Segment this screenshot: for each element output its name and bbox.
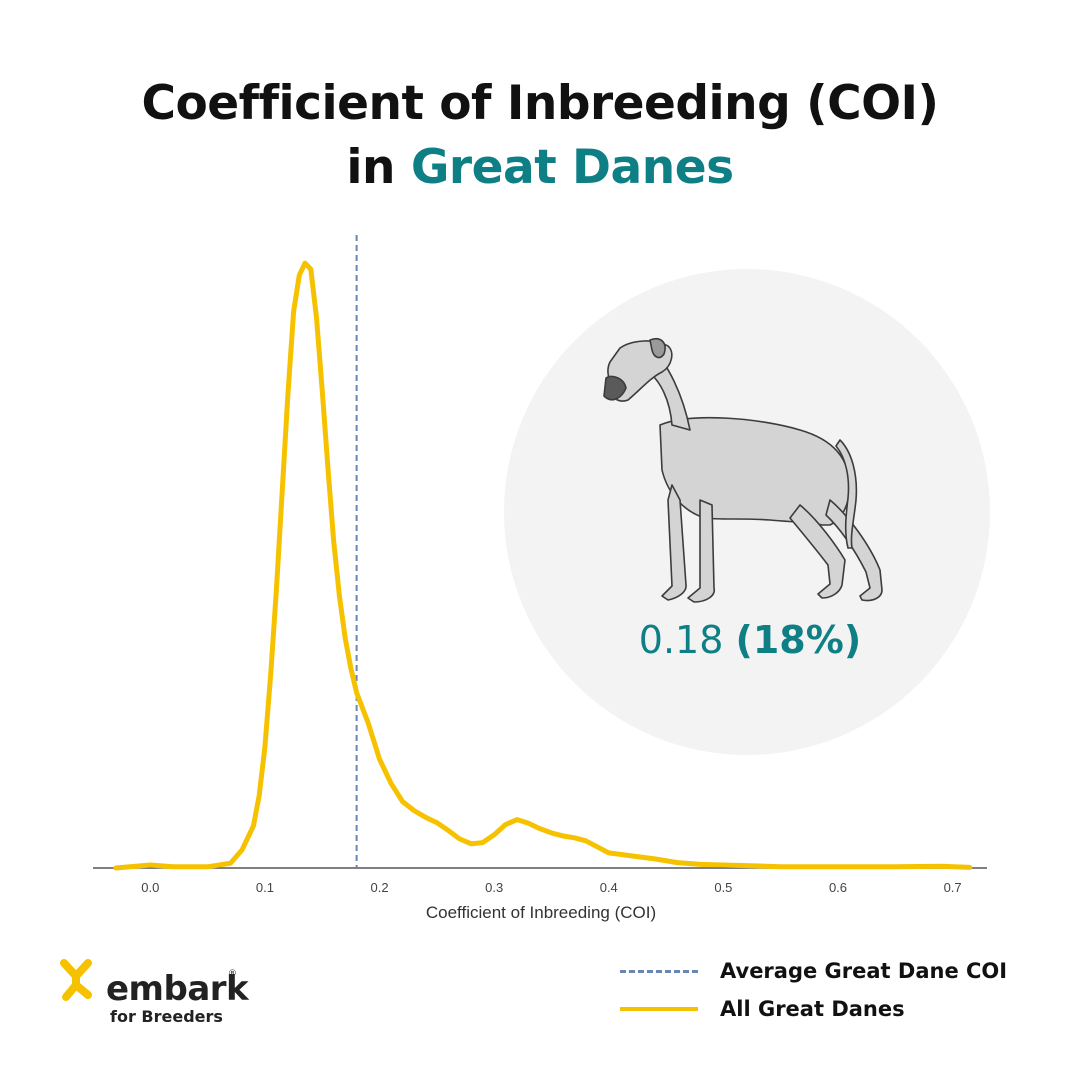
embark-logo: embark ® for Breeders xyxy=(58,955,249,1026)
title-prefix: in xyxy=(346,140,395,195)
coi-chart: 0.0 0.1 0.2 0.3 0.4 0.5 0.6 0.7 Coefficient of … xyxy=(93,235,990,922)
coi-percent: (18%) xyxy=(735,618,862,662)
legend-label-all: All Great Danes xyxy=(720,997,905,1021)
title-line-2: in Great Danes xyxy=(0,136,1080,200)
x-tick-label: 0.1 xyxy=(256,880,274,895)
x-tick-label: 0.2 xyxy=(370,880,388,895)
logo-registered: ® xyxy=(228,969,237,979)
x-tick-label: 0.3 xyxy=(485,880,503,895)
legend-item-average: Average Great Dane COI xyxy=(620,952,1007,990)
legend-item-all: All Great Danes xyxy=(620,990,1007,1028)
x-axis-label: Coefficient of Inbreeding (COI) xyxy=(426,903,656,922)
x-axis-ticks: 0.0 0.1 0.2 0.3 0.4 0.5 0.6 0.7 xyxy=(141,880,961,895)
chart-title: Coefficient of Inbreeding (COI) in Great… xyxy=(0,72,1080,200)
x-tick-label: 0.5 xyxy=(714,880,732,895)
logo-wordmark: embark xyxy=(106,969,249,1009)
legend-swatch-solid xyxy=(620,1007,698,1011)
coi-decimal: 0.18 xyxy=(638,618,724,662)
x-tick-label: 0.0 xyxy=(141,880,159,895)
embark-logo-icon xyxy=(60,959,92,1001)
legend-label-average: Average Great Dane COI xyxy=(720,959,1008,983)
title-line-1: Coefficient of Inbreeding (COI) xyxy=(141,76,939,131)
logo-subtitle: for Breeders xyxy=(110,1007,223,1026)
legend-swatch-dashed xyxy=(620,969,698,973)
great-dane-illustration xyxy=(603,338,883,603)
x-tick-label: 0.7 xyxy=(944,880,962,895)
x-tick-label: 0.6 xyxy=(829,880,847,895)
series-line-all-great-danes xyxy=(113,260,973,871)
chart-legend: Average Great Dane COI All Great Danes xyxy=(620,952,1007,1028)
average-coi-value: 0.18 (18%) xyxy=(610,618,890,662)
x-tick-label: 0.4 xyxy=(600,880,618,895)
title-breed: Great Danes xyxy=(410,140,734,195)
